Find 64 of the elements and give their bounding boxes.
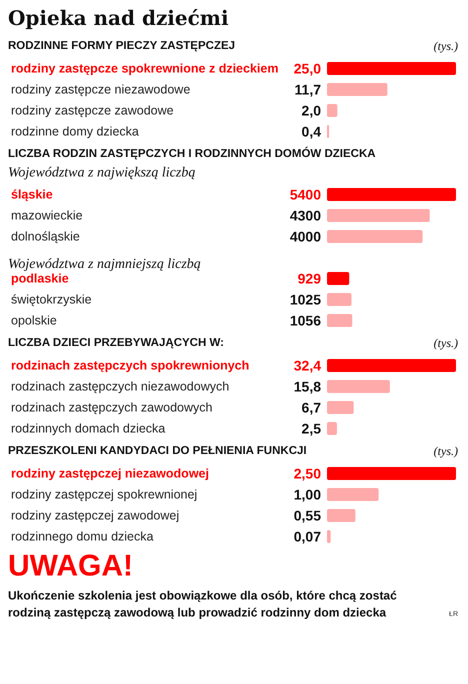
data-label: 2,5 [302,420,322,436]
data-label: 929 [298,270,322,286]
data-label: 6,7 [302,400,322,416]
text: UWAGA! [8,550,133,582]
bar [327,488,379,501]
y-tick-label: rodzinach zastępczych zawodowych [11,400,213,414]
data-label: 25,0 [294,60,322,76]
y-tick-label: mazowieckie [11,208,83,222]
bar [327,104,338,117]
data-label: 0,07 [294,528,322,544]
bar [327,467,456,480]
data-label: 2,50 [294,466,322,482]
data-label: 1,00 [294,486,322,502]
data-label: 0,55 [294,508,322,524]
y-tick-label: rodziny zastępcze spokrewnione z dzieckiem [11,62,278,76]
text: Województwa z najmniejszą liczbą [8,257,201,272]
bar [327,422,337,435]
y-tick-label: rodziny zastępcze zawodowe [11,104,174,118]
y-tick-label: podlaskie [11,272,69,286]
bar [327,209,430,222]
bar [327,62,456,75]
y-tick-label: rodzinne domy dziecka [11,124,139,138]
data-label: 2,0 [302,102,322,118]
text: PRZESZKOLENI KANDYDACI DO PEŁNIENIA FUNKCJI [8,445,307,457]
text: Ukończenie szkolenia jest obowiązkowe dla osób, które chcą zostać rodziną zastępczą zawodową lub prowadzić rodzinny dom dziecka [8,588,400,620]
text: Województwa z największą liczbą [8,166,196,180]
bar [327,509,356,522]
y-tick-label: rodzinach zastępczych niezawodowych [11,380,230,394]
text: LICZBA RODZIN ZASTĘPCZYCH I RODZINNYCH DOMÓW DZIECKA [8,146,376,160]
data-label: 5400 [290,186,322,202]
y-tick-label: rodziny zastępczej niezawodowej [11,466,209,480]
text: RODZINNE FORMY PIECZY ZASTĘPCZEJ [8,40,236,52]
bar [327,272,350,285]
y-tick-label: świętokrzyskie [11,292,92,306]
data-label: 15,8 [294,378,322,394]
y-tick-label: opolskie [11,314,57,328]
bar [327,314,352,327]
y-tick-label: rodziny zastępczej spokrewnionej [11,488,198,502]
bar [327,230,423,243]
bar [327,293,352,306]
bar [327,401,354,414]
bar [327,188,456,201]
y-tick-label: rodzinnego domu dziecka [11,530,154,544]
y-tick-label: rodziny zastępcze niezawodowe [11,82,190,96]
x-axis-title: (tys.) [434,39,458,53]
data-label: 4000 [290,228,322,244]
y-tick-label: rodzinach zastępczych spokrewnionych [11,358,250,372]
data-label: 1056 [290,312,322,328]
y-tick-label: rodzinnych domach dziecka [11,422,166,436]
text: Opieka nad dziećmi [8,6,229,30]
data-label: 11,7 [294,82,322,98]
data-label: 1025 [290,292,322,308]
y-tick-label: śląskie [11,188,53,202]
data-label: 4300 [290,208,322,224]
y-tick-label: rodziny zastępczej zawodowej [11,508,180,522]
x-axis-title: (tys.) [434,444,458,458]
text: LICZBA DZIECI PRZEBYWAJĄCYCH W: [8,337,224,349]
y-tick-label: dolnośląskie [11,230,80,244]
x-axis-title: (tys.) [434,336,458,350]
bar [327,83,388,96]
bar [327,359,456,372]
data-label: 32,4 [294,358,322,374]
bar [327,380,390,393]
data-label: 0,4 [302,124,322,140]
